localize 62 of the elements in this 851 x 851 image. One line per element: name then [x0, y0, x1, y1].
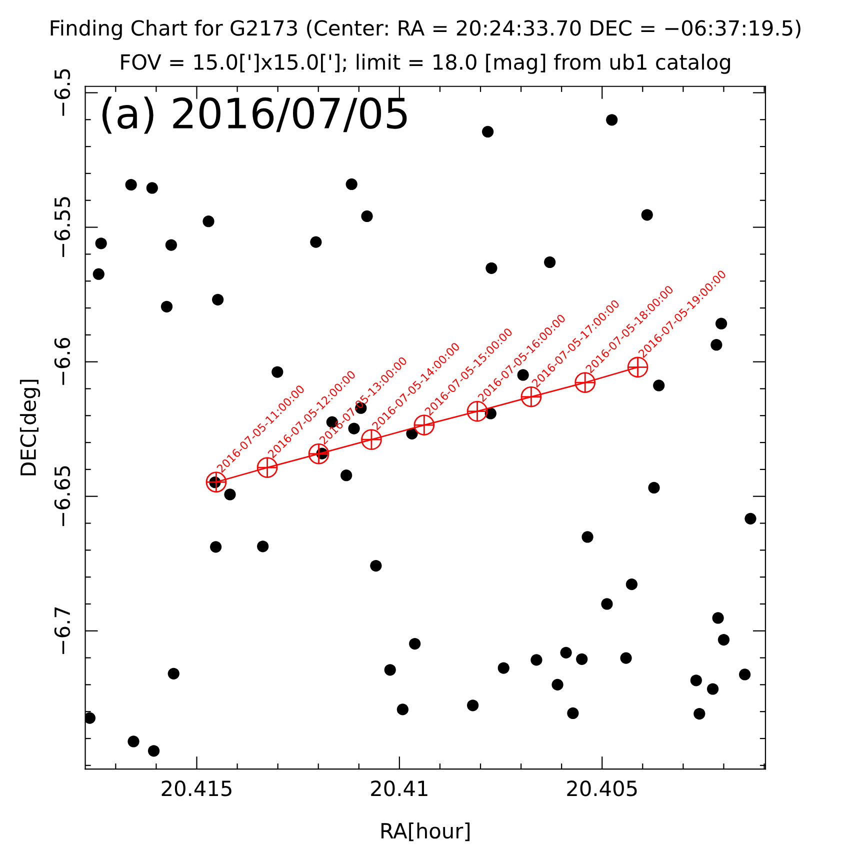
y-tick-label: −6.5 [54, 69, 70, 116]
chart-title: Finding Chart for G2173 (Center: RA = 20:24:33.70 DEC = −06:37:19.5) [50, 20, 800, 40]
point [653, 380, 665, 392]
x-tick-label: 20.415 [162, 780, 232, 796]
point [712, 612, 724, 624]
point [567, 707, 579, 720]
point [738, 668, 751, 680]
y-axis-title: DEC[deg] [20, 380, 40, 476]
x-axis-title: RA[hour] [381, 822, 470, 842]
y-tick-label: −6.6 [54, 338, 70, 385]
point [626, 578, 638, 590]
point [224, 488, 236, 500]
point [361, 210, 373, 222]
point [92, 268, 104, 280]
point [620, 652, 632, 664]
point [706, 683, 719, 695]
point [384, 664, 396, 676]
point [202, 216, 214, 228]
point [466, 700, 479, 712]
point [601, 598, 613, 610]
point [552, 678, 564, 691]
point [396, 704, 408, 716]
point [128, 736, 140, 748]
point [146, 182, 158, 194]
point [346, 178, 358, 190]
point [576, 653, 588, 665]
chart-subtitle: FOV = 15.0[']x15.0[']; limit = 18.0 [mag] from ub1 catalog [121, 54, 730, 74]
annotation: (a) 2016/07/05 [102, 96, 407, 134]
point [409, 638, 421, 650]
point [212, 294, 224, 306]
y-tick-label: −6.55 [54, 197, 70, 257]
y-tick-label: −6.7 [54, 607, 70, 654]
point [694, 708, 706, 720]
point [257, 540, 269, 552]
x-tick-label: 20.405 [567, 780, 637, 796]
y-tick-label: −6.65 [54, 466, 70, 526]
point [606, 114, 618, 126]
point [718, 634, 730, 646]
point [530, 654, 542, 666]
point [744, 512, 756, 524]
point [544, 256, 556, 268]
point [370, 560, 382, 572]
point [206, 472, 227, 492]
point [85, 712, 96, 724]
point [690, 674, 702, 686]
point [486, 262, 498, 274]
point [648, 482, 660, 494]
point [498, 662, 510, 674]
point [95, 238, 107, 250]
point [641, 209, 653, 221]
point [168, 668, 180, 680]
point [210, 541, 222, 553]
point [310, 236, 322, 248]
point [165, 239, 178, 251]
point [482, 126, 494, 138]
point [582, 531, 594, 543]
point [160, 300, 173, 312]
point [125, 178, 137, 191]
point [148, 745, 160, 757]
x-tick-label: 20.41 [371, 780, 428, 796]
point [560, 646, 572, 658]
point [340, 470, 352, 482]
